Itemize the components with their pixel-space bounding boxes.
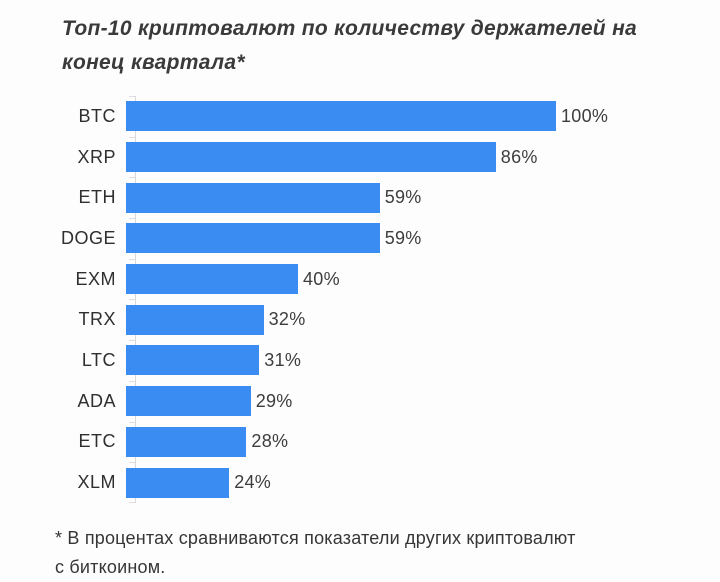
bar-track: 28% bbox=[126, 426, 289, 457]
chart-row: ADA 29% bbox=[0, 380, 720, 422]
value-label: 100% bbox=[561, 105, 609, 126]
chart-row: BTC 100% bbox=[0, 96, 720, 137]
chart-footnote: * В процентах сравниваются показатели др… bbox=[55, 524, 715, 582]
chart-row: XRP 86% bbox=[0, 136, 720, 178]
category-label: XLM bbox=[77, 472, 116, 493]
footnote-line-1: * В процентах сравниваются показатели др… bbox=[55, 528, 576, 548]
category-label: ETC bbox=[78, 431, 116, 452]
category-label: ETH bbox=[78, 187, 116, 208]
chart-row: EXM 40% bbox=[0, 258, 720, 300]
bar-chart: BTC 100% XRP 86% ETH 59% DOGE 59% EXM 40… bbox=[0, 96, 720, 503]
chart-title-line-1: Топ-10 криптовалют по количеству держате… bbox=[62, 17, 638, 40]
category-label: LTC bbox=[81, 349, 116, 370]
bar bbox=[126, 264, 298, 295]
bar bbox=[126, 426, 247, 457]
value-label: 31% bbox=[264, 349, 302, 370]
chart-row: ETH 59% bbox=[0, 177, 720, 218]
footnote-line-2: с биткоином. bbox=[55, 557, 166, 577]
y-axis-line bbox=[135, 96, 136, 503]
chart-row: LTC 31% bbox=[0, 340, 720, 381]
value-label: 59% bbox=[384, 227, 422, 248]
bar bbox=[126, 304, 264, 335]
bar bbox=[126, 345, 260, 376]
category-label: DOGE bbox=[60, 227, 116, 248]
bar-track: 59% bbox=[126, 182, 422, 213]
category-label: EXM bbox=[75, 268, 116, 289]
chart-title: Топ-10 криптовалют по количеству держате… bbox=[62, 12, 682, 80]
bar bbox=[126, 182, 380, 213]
chart-row: DOGE 59% bbox=[0, 218, 720, 259]
value-label: 86% bbox=[500, 146, 538, 167]
value-label: 29% bbox=[255, 390, 293, 411]
bar-track: 100% bbox=[126, 101, 609, 132]
value-label: 28% bbox=[251, 431, 289, 452]
bar bbox=[126, 101, 556, 132]
chart-row: XLM 24% bbox=[0, 462, 720, 503]
bar-track: 59% bbox=[126, 223, 422, 254]
value-label: 59% bbox=[384, 187, 422, 208]
category-label: BTC bbox=[78, 105, 116, 126]
bar bbox=[126, 467, 230, 498]
bar bbox=[126, 386, 251, 417]
category-label: ADA bbox=[77, 390, 116, 411]
chart-row: TRX 32% bbox=[0, 299, 720, 340]
value-label: 24% bbox=[234, 472, 272, 493]
category-label: TRX bbox=[78, 309, 116, 330]
bar-track: 29% bbox=[126, 386, 293, 417]
value-label: 32% bbox=[268, 309, 306, 330]
chart-title-line-2: конец квартала* bbox=[62, 51, 245, 74]
bar-track: 40% bbox=[126, 264, 340, 295]
bar bbox=[126, 142, 496, 173]
bar bbox=[126, 223, 380, 254]
bar-track: 24% bbox=[126, 467, 272, 498]
bar-track: 86% bbox=[126, 142, 538, 173]
bar-track: 31% bbox=[126, 345, 302, 376]
category-label: XRP bbox=[77, 146, 116, 167]
value-label: 40% bbox=[303, 268, 340, 289]
bar-track: 32% bbox=[126, 304, 306, 335]
chart-row: ETC 28% bbox=[0, 421, 720, 463]
